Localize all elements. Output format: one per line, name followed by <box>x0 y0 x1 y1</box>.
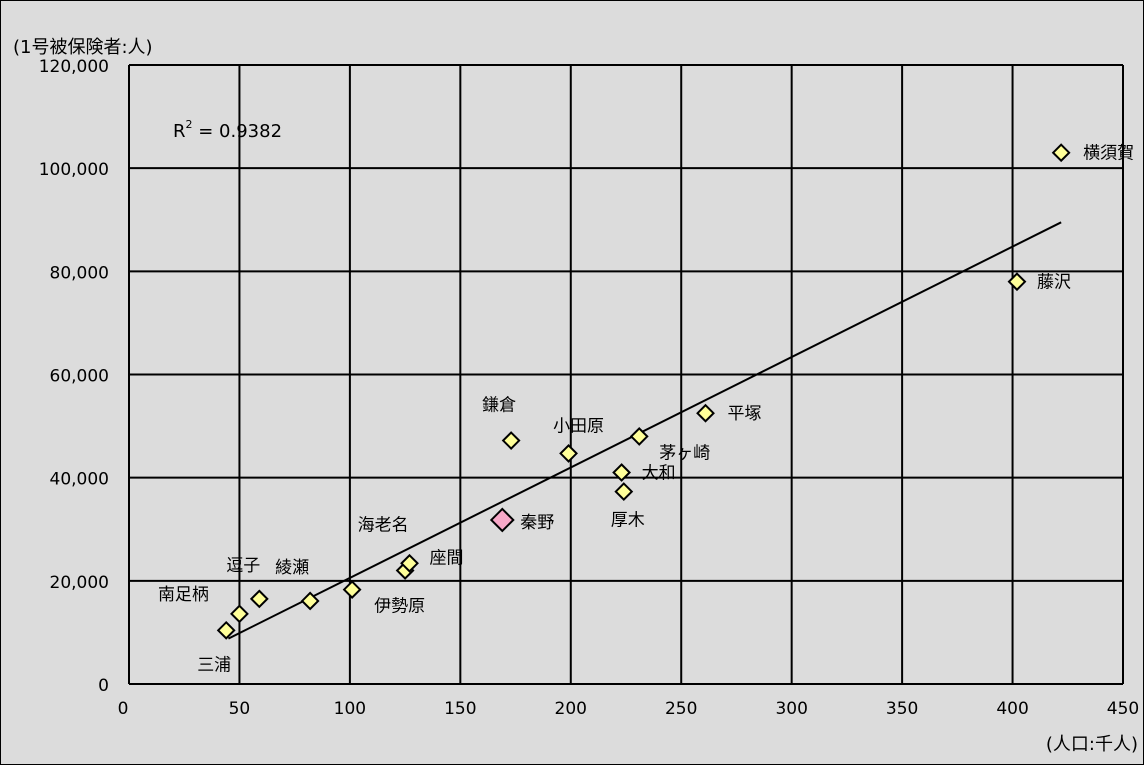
y-tick-label: 80,000 <box>50 263 109 283</box>
point-label: 三浦 <box>197 655 231 675</box>
r-squared-sup: 2 <box>186 118 193 131</box>
point-label: 秦野 <box>520 513 554 533</box>
point-label: 大和 <box>642 464 676 484</box>
point-label: 伊勢原 <box>374 597 425 617</box>
x-tick-label: 50 <box>229 699 251 719</box>
point-label: 平塚 <box>728 404 762 424</box>
data-point-marker <box>300 591 320 611</box>
data-point-marker <box>612 463 631 482</box>
x-tick-label: 350 <box>886 699 918 719</box>
data-point-marker <box>342 580 362 600</box>
data-point-marker <box>559 444 578 463</box>
tick-labels: 0 50 100 150 200 250 300 350 400 450 0 20,000 40,000… <box>39 57 1140 719</box>
grid <box>129 64 1124 684</box>
x-tick-label: 100 <box>334 699 366 719</box>
data-point-marker <box>1051 143 1071 163</box>
data-point-marker <box>249 589 269 609</box>
point-label: 厚木 <box>611 511 645 531</box>
x-axis-title: (人口:千人) <box>1046 734 1138 755</box>
axes <box>128 65 1123 685</box>
data-point-marker <box>1007 272 1027 292</box>
y-tick-label: 60,000 <box>50 367 109 387</box>
point-label: 鎌倉 <box>482 396 516 416</box>
y-tick-label: 20,000 <box>50 573 109 593</box>
y-tick-label: 0 <box>98 676 109 696</box>
trendline <box>227 221 1062 640</box>
point-label: 小田原 <box>553 416 604 436</box>
y-tick-label: 40,000 <box>50 470 109 490</box>
point-label: 座間 <box>430 548 464 568</box>
x-tick-label: 450 <box>1107 699 1139 719</box>
r-squared-prefix: R <box>173 121 186 142</box>
x-tick-label: 250 <box>665 699 697 719</box>
point-label: 横須賀 <box>1083 144 1134 164</box>
point-label: 綾瀬 <box>275 558 309 578</box>
point-label: 逗子 <box>226 556 260 576</box>
x-tick-label: 400 <box>996 699 1028 719</box>
data-point-marker <box>489 507 515 533</box>
x-tick-label: 0 <box>118 699 129 719</box>
data-point-marker <box>696 403 715 423</box>
point-label: 藤沢 <box>1037 273 1071 293</box>
data-point-marker <box>230 604 249 624</box>
x-tick-label: 200 <box>555 699 587 719</box>
data-point-marker <box>216 620 236 640</box>
point-label: 南足柄 <box>158 585 209 605</box>
data-point-marker <box>400 553 419 573</box>
data-point-marker <box>614 482 634 502</box>
r-squared-value: = 0.9382 <box>193 121 283 142</box>
data-points <box>216 143 1071 640</box>
y-axis-title: (1号被保険者:人) <box>13 37 153 58</box>
point-label: 海老名 <box>358 516 409 536</box>
r-squared-label: R2 = 0.9382 <box>173 118 282 142</box>
y-tick-label: 100,000 <box>39 160 109 180</box>
y-tick-label: 120,000 <box>39 57 109 77</box>
x-tick-label: 150 <box>444 699 476 719</box>
data-point-marker <box>629 426 649 446</box>
point-label: 茅ヶ崎 <box>659 443 710 463</box>
data-point-marker <box>501 431 521 450</box>
x-tick-label: 300 <box>775 699 807 719</box>
